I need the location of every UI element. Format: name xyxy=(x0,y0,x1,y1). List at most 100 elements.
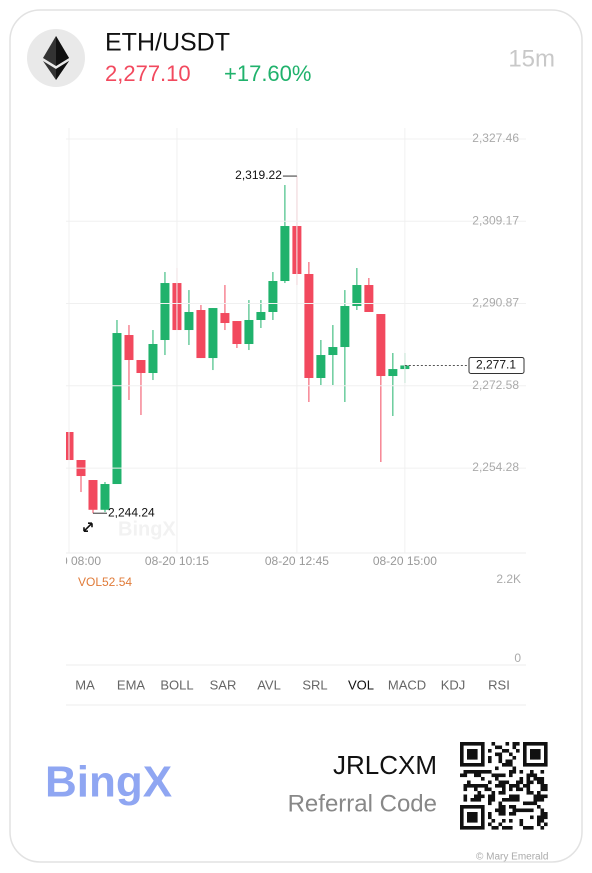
qr-module xyxy=(530,742,534,746)
qr-module xyxy=(533,749,538,753)
qr-module xyxy=(470,770,475,774)
qr-module xyxy=(470,798,475,802)
candle-body xyxy=(184,311,194,331)
qr-module xyxy=(540,784,545,788)
qr-module xyxy=(509,784,513,788)
qr-module xyxy=(502,812,506,816)
qr-module xyxy=(509,759,513,764)
indicator-tab[interactable]: VOL xyxy=(348,677,374,692)
qr-module xyxy=(526,773,531,778)
qr-module xyxy=(498,791,503,795)
qr-module xyxy=(502,826,506,830)
qr-module xyxy=(474,773,478,778)
indicator-tab[interactable]: SRL xyxy=(302,677,327,692)
indicator-tab[interactable]: MA xyxy=(75,677,95,692)
qr-module xyxy=(460,763,464,767)
interval: 15m xyxy=(508,45,555,72)
qr-module xyxy=(488,812,492,816)
qr-module xyxy=(481,749,485,753)
qr-module xyxy=(519,808,524,813)
qr-module xyxy=(512,742,517,746)
indicator-tab[interactable]: AVL xyxy=(257,677,281,692)
indicator-tab[interactable]: KDJ xyxy=(441,677,466,692)
qr-module xyxy=(467,826,471,830)
last-price-label: 2,277.1 xyxy=(476,358,516,372)
qr-module xyxy=(530,815,534,820)
brand-logo: BingX xyxy=(45,758,172,807)
qr-module xyxy=(519,787,524,792)
indicator-tab[interactable]: MACD xyxy=(388,677,426,692)
candle-body xyxy=(196,310,206,359)
y-tick-label: 0 xyxy=(514,651,521,665)
candle-body xyxy=(316,355,326,378)
qr-module xyxy=(460,815,464,820)
qr-module xyxy=(460,752,464,757)
qr-module xyxy=(533,801,538,806)
qr-module xyxy=(533,798,538,802)
qr-module xyxy=(481,794,485,799)
qr-module xyxy=(544,794,548,799)
qr-module xyxy=(540,826,545,830)
qr-module xyxy=(498,745,503,750)
qr-module xyxy=(467,780,471,785)
qr-module xyxy=(463,773,468,778)
qr-module xyxy=(512,756,517,760)
qr-module xyxy=(460,773,464,778)
qr-module xyxy=(537,805,541,809)
qr-module xyxy=(488,787,492,792)
indicator-tab[interactable]: SAR xyxy=(210,677,237,692)
qr-module xyxy=(467,742,471,746)
qr-module xyxy=(460,812,464,816)
indicator-tab[interactable]: BOLL xyxy=(160,677,193,692)
qr-module xyxy=(474,798,478,802)
candle-body xyxy=(160,283,170,341)
candle-body xyxy=(232,321,242,345)
qr-module xyxy=(505,742,510,746)
qr-module xyxy=(537,749,541,753)
qr-module xyxy=(516,794,520,799)
qr-module xyxy=(537,780,541,785)
qr-module xyxy=(523,826,527,830)
qr-module xyxy=(470,819,475,823)
qr-module xyxy=(540,798,545,802)
indicator-tab[interactable]: RSI xyxy=(488,677,510,692)
qr-module xyxy=(467,749,471,753)
qr-module xyxy=(509,787,513,792)
qr-module xyxy=(481,819,485,823)
qr-module xyxy=(537,819,541,823)
qr-module xyxy=(544,752,548,757)
qr-module xyxy=(498,759,503,764)
qr-module xyxy=(495,808,499,813)
qr-module xyxy=(523,745,527,750)
qr-module xyxy=(481,742,485,746)
qr-module xyxy=(544,749,548,753)
last-price-tag xyxy=(468,356,525,374)
qr-module xyxy=(477,763,482,767)
qr-module xyxy=(526,780,531,785)
qr-module xyxy=(495,752,499,757)
qr-module xyxy=(460,745,464,750)
candle-body xyxy=(148,344,158,374)
qr-module xyxy=(470,756,475,760)
qr-module xyxy=(537,756,541,760)
qr-module xyxy=(467,752,471,757)
qr-module xyxy=(526,801,531,806)
candle-body xyxy=(304,273,314,378)
qr-module xyxy=(481,784,485,788)
qr-module xyxy=(477,784,482,788)
qr-module xyxy=(505,759,510,764)
qr-module xyxy=(540,742,545,746)
candle-body xyxy=(244,319,254,345)
qr-module xyxy=(540,787,545,792)
candle-body xyxy=(100,484,110,510)
candle-body xyxy=(256,311,266,320)
qr-module xyxy=(491,794,496,799)
qr-module xyxy=(530,801,534,806)
qr-module xyxy=(488,749,492,753)
qr-module xyxy=(544,787,548,792)
indicator-tab[interactable]: EMA xyxy=(117,677,146,692)
qr-module xyxy=(516,787,520,792)
qr-code xyxy=(460,742,548,830)
qr-module xyxy=(509,763,513,767)
qr-module xyxy=(509,752,513,757)
